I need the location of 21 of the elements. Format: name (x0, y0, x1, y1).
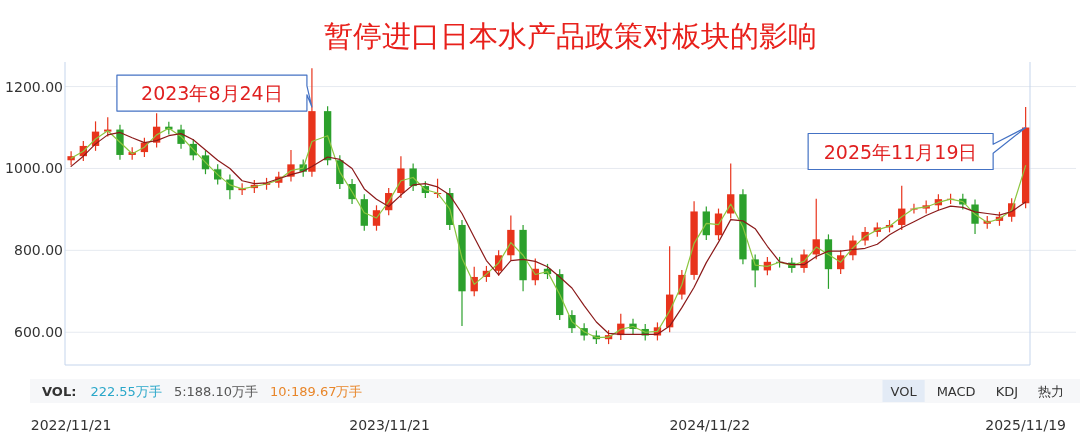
candlestick (751, 253, 759, 288)
text: VOL: (42, 384, 77, 399)
candlestick (702, 205, 710, 241)
y-tick-label: 1200.00 (5, 78, 63, 95)
x-tick-label: 2023/11/21 (349, 417, 430, 433)
x-tick-label: 2025/11/19 (985, 417, 1066, 433)
y-tick-label: 800.00 (14, 242, 63, 259)
chart-title: 暂停进口日本水产品政策对板块的影响 (323, 19, 817, 53)
text: MACD (936, 384, 976, 399)
y-tick-label: 600.00 (14, 324, 63, 341)
x-tick-label: 2022/11/21 (30, 417, 112, 433)
text: 热力 (1038, 384, 1064, 399)
text: 5:188.10万手 (173, 384, 259, 399)
text: 222.55万手 (90, 384, 162, 399)
annotation: 2025年11月19日 (823, 140, 978, 163)
y-tick-label: 1000.00 (5, 160, 63, 177)
text: 10:189.67万手 (270, 384, 363, 399)
x-tick-label: 2024/11/22 (669, 417, 751, 433)
text: KDJ (995, 384, 1018, 399)
text: VOL (890, 384, 918, 399)
annotation: 2023年8月24日 (141, 82, 283, 105)
